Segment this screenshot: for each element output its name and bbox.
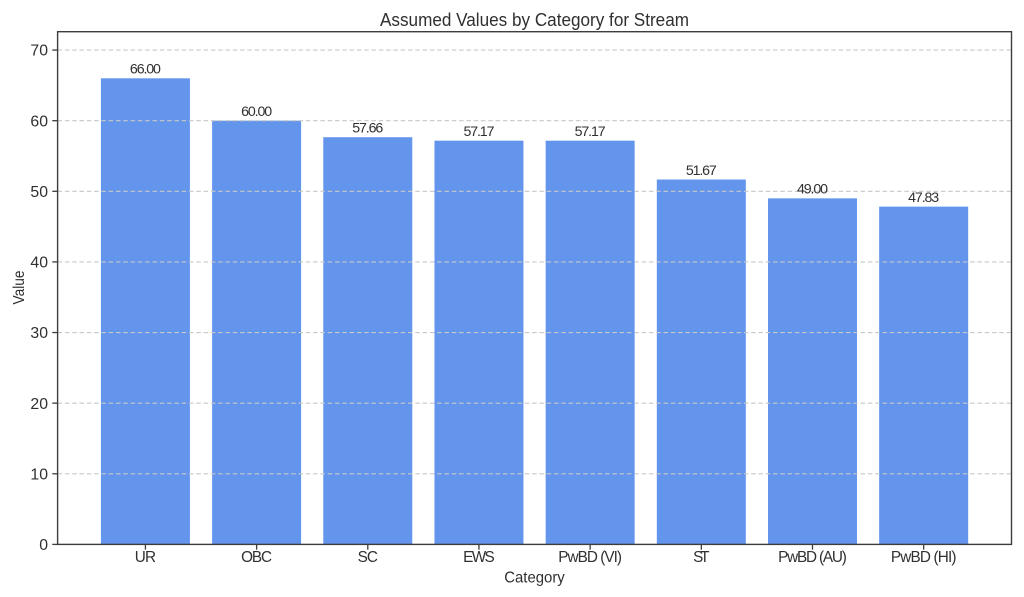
svg-text:57.17: 57.17 xyxy=(575,124,606,140)
svg-text:66.00: 66.00 xyxy=(130,62,161,78)
svg-text:30: 30 xyxy=(30,325,48,342)
svg-text:50: 50 xyxy=(30,184,48,201)
svg-text:57.66: 57.66 xyxy=(352,121,383,137)
svg-text:ST: ST xyxy=(693,549,709,566)
svg-text:PwBD (HI): PwBD (HI) xyxy=(891,549,957,566)
svg-text:10: 10 xyxy=(30,466,48,483)
svg-text:47.83: 47.83 xyxy=(908,190,939,206)
svg-text:Value: Value xyxy=(11,271,28,305)
svg-text:20: 20 xyxy=(30,396,48,413)
svg-text:PwBD (AU): PwBD (AU) xyxy=(778,549,847,566)
svg-text:Assumed Values by Category for: Assumed Values by Category for Stream xyxy=(380,9,689,30)
svg-text:OBC: OBC xyxy=(241,549,272,566)
svg-text:UR: UR xyxy=(135,549,156,566)
svg-text:PwBD (VI): PwBD (VI) xyxy=(558,549,622,566)
svg-text:EWS: EWS xyxy=(463,549,495,566)
svg-text:51.67: 51.67 xyxy=(686,163,717,179)
svg-text:SC: SC xyxy=(358,549,378,566)
svg-text:40: 40 xyxy=(30,255,48,272)
svg-text:Category: Category xyxy=(504,569,565,586)
svg-text:60: 60 xyxy=(30,113,48,130)
svg-text:60.00: 60.00 xyxy=(241,104,272,120)
svg-text:70: 70 xyxy=(30,43,48,60)
svg-text:49.00: 49.00 xyxy=(797,182,828,198)
svg-text:0: 0 xyxy=(39,537,48,554)
svg-text:57.17: 57.17 xyxy=(463,124,494,140)
